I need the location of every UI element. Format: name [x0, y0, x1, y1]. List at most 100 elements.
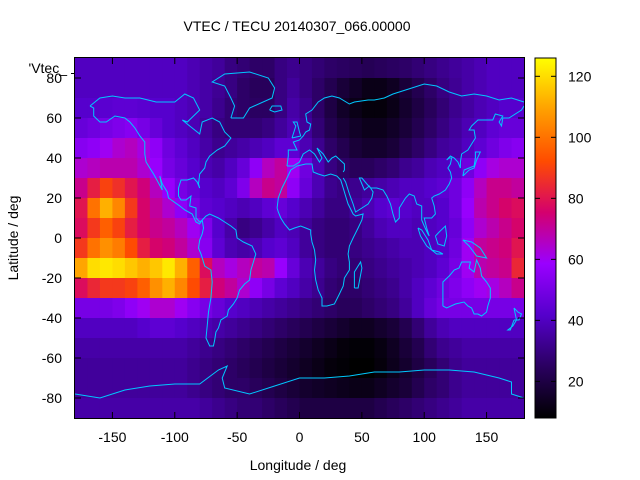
heatmap-cell: [324, 318, 338, 339]
heatmap-cell: [237, 78, 251, 99]
heatmap-cell: [199, 378, 213, 399]
heatmap-cell: [249, 398, 263, 419]
heatmap-cell: [237, 58, 251, 79]
x-tick-label: 50: [354, 429, 370, 445]
heatmap-cell: [137, 298, 151, 319]
heatmap-cell: [399, 318, 413, 339]
heatmap-cell: [299, 98, 313, 119]
heatmap-cell: [87, 78, 101, 99]
heatmap-cell: [399, 138, 413, 159]
heatmap-cell: [399, 218, 413, 239]
heatmap-cell: [124, 218, 138, 239]
heatmap-cell: [399, 298, 413, 319]
heatmap-cell: [511, 78, 525, 99]
heatmap-cell: [149, 378, 163, 399]
heatmap-cell: [112, 178, 126, 199]
heatmap-cell: [411, 158, 425, 179]
heatmap-cell: [199, 78, 213, 99]
heatmap-cell: [212, 338, 226, 359]
heatmap-cell: [374, 138, 388, 159]
heatmap-cell: [374, 378, 388, 399]
heatmap-cell: [75, 78, 89, 99]
heatmap-cell: [349, 58, 363, 79]
coastline: [462, 151, 482, 177]
heatmap-cell: [511, 338, 525, 359]
heatmap-cell: [424, 98, 438, 119]
heatmap-cell: [299, 278, 313, 299]
heatmap-cell: [224, 258, 238, 279]
heatmap-cell: [386, 298, 400, 319]
heatmap-cell: [374, 58, 388, 79]
heatmap-cell: [224, 198, 238, 219]
heatmap-cell: [474, 58, 488, 79]
heatmap-cell: [324, 258, 338, 279]
heatmap-cell: [112, 58, 126, 79]
heatmap-cell: [124, 98, 138, 119]
x-tick-label: 0: [296, 429, 304, 445]
heatmap-cell: [461, 398, 475, 419]
heatmap-cell: [112, 198, 126, 219]
heatmap-cell: [324, 138, 338, 159]
heatmap-cell: [499, 58, 513, 79]
heatmap-cell: [137, 98, 151, 119]
heatmap-cell: [436, 138, 450, 159]
heatmap-cell: [112, 378, 126, 399]
heatmap-cell: [112, 158, 126, 179]
heatmap-cell: [99, 138, 114, 159]
heatmap-cell: [474, 338, 488, 359]
heatmap-cell: [99, 358, 114, 379]
heatmap-cell: [199, 358, 213, 379]
heatmap-cell: [274, 78, 288, 99]
heatmap-cell: [324, 98, 338, 119]
heatmap-cell: [174, 218, 188, 239]
heatmap-cell: [386, 258, 400, 279]
heatmap-cell: [436, 178, 450, 199]
heatmap-cell: [311, 378, 326, 399]
heatmap-cell: [237, 158, 251, 179]
heatmap-cell: [411, 138, 425, 159]
heatmap-cell: [474, 198, 488, 219]
heatmap-cell: [361, 78, 375, 99]
heatmap-cell: [274, 318, 288, 339]
heatmap-cell: [112, 218, 126, 239]
heatmap-cell: [124, 158, 138, 179]
y-tick-label: -80: [42, 390, 62, 406]
heatmap-cell: [224, 138, 238, 159]
heatmap-cell: [124, 298, 138, 319]
heatmap-cell: [386, 58, 400, 79]
heatmap-cell: [499, 98, 513, 119]
heatmap-cell: [99, 378, 114, 399]
heatmap-cell: [486, 398, 500, 419]
heatmap-cell: [274, 218, 288, 239]
heatmap-cell: [262, 318, 276, 339]
heatmap-cell: [199, 98, 213, 119]
heatmap-cell: [124, 138, 138, 159]
heatmap-cell: [399, 238, 413, 259]
heatmap-cell: [336, 298, 350, 319]
heatmap-cell: [474, 178, 488, 199]
heatmap-cell: [137, 178, 151, 199]
heatmap-cell: [424, 318, 438, 339]
coastline: [442, 258, 491, 317]
heatmap-cell: [349, 318, 363, 339]
heatmap-cell: [137, 258, 151, 279]
heatmap-cell: [299, 178, 313, 199]
heatmap-cell: [511, 58, 525, 79]
heatmap-cell: [511, 98, 525, 119]
heatmap-cell: [212, 98, 226, 119]
heatmap-cell: [75, 258, 89, 279]
heatmap-cell: [249, 158, 263, 179]
heatmap-cell: [274, 118, 288, 139]
colorbar-tick-label: 100: [568, 129, 592, 145]
heatmap-cell: [449, 198, 463, 219]
heatmap-cell: [162, 318, 176, 339]
heatmap-cell: [349, 178, 363, 199]
heatmap-cell: [75, 338, 89, 359]
heatmap-cell: [274, 378, 288, 399]
heatmap-cell: [486, 378, 500, 399]
heatmap-cell: [224, 78, 238, 99]
heatmap-cell: [212, 158, 226, 179]
heatmap-cell: [474, 138, 488, 159]
heatmap-cell: [449, 218, 463, 239]
heatmap-cell: [75, 58, 89, 79]
